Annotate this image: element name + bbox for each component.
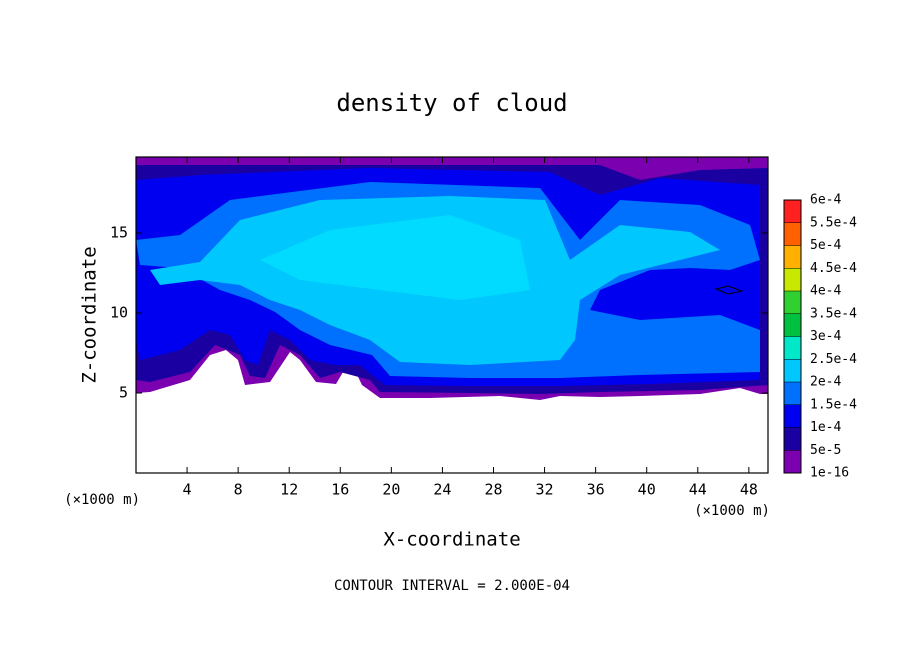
contour-field [136,157,768,400]
colorbar-label: 1e-4 [810,420,841,435]
x-tick-label: 40 [638,481,656,499]
x-tick-label: 16 [331,481,349,499]
colorbar-segment [784,291,801,314]
colorbar-label: 5e-5 [810,443,841,458]
x-tick-label: 48 [740,481,758,499]
x-tick-label: 28 [484,481,502,499]
colorbar-segment [784,245,801,269]
colorbar-label: 1e-16 [810,466,849,481]
colorbar-segment [784,359,801,382]
colorbar-segment [784,382,801,405]
colorbar-label: 2.5e-4 [810,352,857,367]
colorbar-label: 6e-4 [810,193,841,208]
colorbar-segment [784,450,801,473]
plot-frame [135,156,769,474]
y-tick-label: 10 [110,304,128,322]
x-tick-label: 36 [587,481,605,499]
x-unit: (×1000 m) [64,492,140,508]
y-tick-label: 15 [110,224,128,242]
colorbar-segment [784,336,801,360]
x-unit: (×1000 m) [694,503,770,519]
colorbar-label: 3.5e-4 [810,306,857,321]
x-tick-label: 24 [433,481,451,499]
colorbar-label: 5e-4 [810,238,841,253]
y-tick-label: 5 [119,384,128,402]
x-tick-label: 12 [280,481,298,499]
colorbar-label: 3e-4 [810,329,841,344]
x-tick-label: 20 [382,481,400,499]
colorbar-segment [784,268,801,291]
footer-note: CONTOUR INTERVAL = 2.000E-04 [334,578,570,594]
x-axis-label: X-coordinate [383,529,520,551]
colorbar-label: 4.5e-4 [810,261,857,276]
x-tick-label: 44 [689,481,707,499]
x-tick-label: 8 [234,481,243,499]
x-tick-label: 32 [536,481,554,499]
colorbar-label: 5.5e-4 [810,215,857,230]
colorbar-segment [784,200,801,223]
colorbar-segment [784,222,801,246]
colorbar-label: 1.5e-4 [810,397,857,412]
colorbar-segment [784,404,801,428]
chart-title: density of cloud [336,89,567,117]
colorbar-segment [784,313,801,337]
colorbar-segment [784,427,801,451]
colorbar-label: 4e-4 [810,284,841,299]
colorbar-label: 2e-4 [810,375,841,390]
y-axis-label: Z-coordinate [79,246,101,383]
x-tick-label: 4 [183,481,192,499]
